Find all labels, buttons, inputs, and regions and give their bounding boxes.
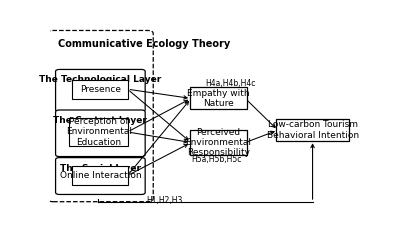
- FancyBboxPatch shape: [48, 30, 153, 202]
- Text: H1,H2,H3: H1,H2,H3: [146, 196, 183, 205]
- Text: H5a,H5b,H5c: H5a,H5b,H5c: [191, 155, 242, 164]
- FancyBboxPatch shape: [56, 69, 145, 112]
- Text: Presence: Presence: [80, 85, 121, 94]
- FancyBboxPatch shape: [72, 80, 128, 98]
- FancyBboxPatch shape: [190, 87, 247, 109]
- FancyBboxPatch shape: [72, 166, 128, 185]
- FancyBboxPatch shape: [276, 119, 349, 141]
- Text: The Technological Layer: The Technological Layer: [39, 75, 162, 85]
- FancyBboxPatch shape: [56, 158, 145, 194]
- Text: The Content Layer: The Content Layer: [54, 116, 147, 125]
- Text: Perception of
Environmental
Education: Perception of Environmental Education: [66, 117, 132, 147]
- Text: Perceived
Environmental
Responsibility: Perceived Environmental Responsibility: [185, 128, 251, 157]
- Text: H4a,H4b,H4c: H4a,H4b,H4c: [205, 79, 255, 87]
- FancyBboxPatch shape: [56, 110, 145, 157]
- Text: Empathy with
Nature: Empathy with Nature: [187, 89, 250, 108]
- FancyBboxPatch shape: [190, 130, 247, 155]
- Text: The Social layer: The Social layer: [60, 164, 141, 173]
- Text: Communicative Ecology Theory: Communicative Ecology Theory: [58, 39, 230, 49]
- FancyBboxPatch shape: [69, 118, 128, 146]
- Text: Low-carbon Tourism
Behavioral Intention: Low-carbon Tourism Behavioral Intention: [267, 120, 359, 140]
- Text: Online Interaction: Online Interaction: [60, 171, 141, 180]
